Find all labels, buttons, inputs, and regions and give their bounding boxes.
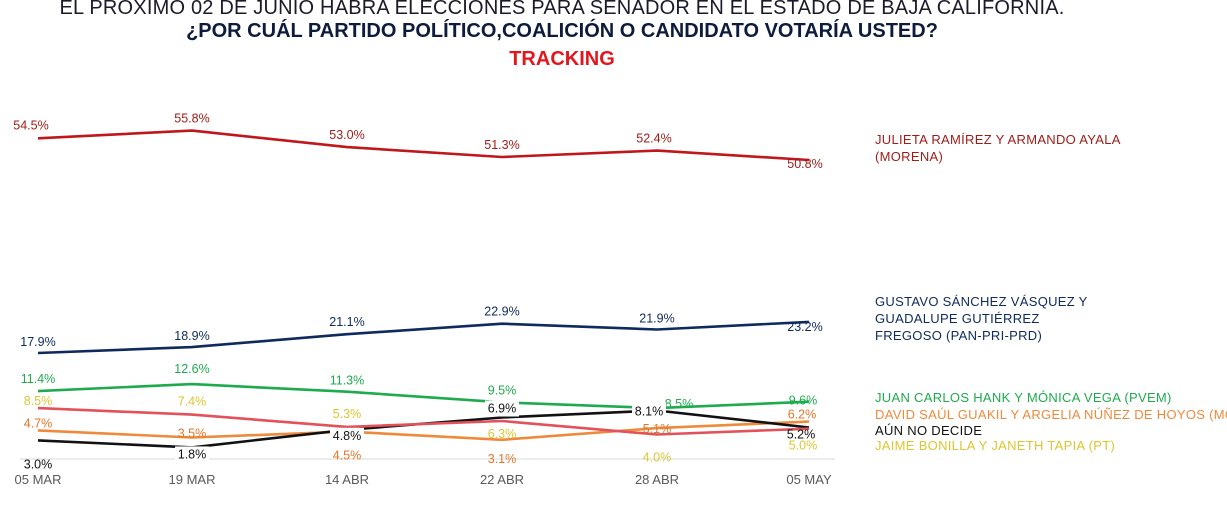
series-line-5: [37, 406, 810, 436]
x-tick-label: 28 ABR: [635, 472, 679, 487]
data-label: 9.5%: [488, 383, 517, 397]
data-label: 8.5%: [665, 397, 694, 411]
data-label: 22.9%: [484, 305, 519, 319]
data-label: 5.1%: [643, 422, 672, 436]
x-tick-label: 05 MAR: [15, 472, 62, 487]
legend-entry: JAIME BONILLA Y JANETH TAPIA (PT): [875, 437, 1115, 454]
legend-label: JULIETA RAMÍREZ Y ARMANDO AYALA: [875, 132, 1121, 147]
data-label: 55.8%: [174, 112, 209, 126]
data-label: 54.5%: [13, 118, 48, 132]
data-label-background: [632, 403, 666, 420]
legend-label: JAIME BONILLA Y JANETH TAPIA (PT): [875, 438, 1116, 453]
data-label: 4.7%: [24, 416, 53, 430]
data-label: 5.2%: [787, 427, 816, 441]
data-label-background: [485, 400, 519, 417]
data-label: 17.9%: [20, 335, 55, 349]
data-label: 53.0%: [329, 128, 364, 142]
data-label: 52.4%: [636, 132, 671, 146]
legend-label: GUSTAVO SÁNCHEZ VÁSQUEZ Y: [875, 294, 1088, 309]
series-line-3: [37, 420, 810, 442]
data-label: 1.8%: [178, 447, 207, 461]
series-line-0: [37, 129, 810, 162]
data-label: 9.6%: [789, 394, 818, 408]
x-tick-label: 19 MAR: [169, 472, 216, 487]
chart-title-question: EL PROXIMO 02 DE JUNIO HABRA ELECCIONES …: [59, 0, 1065, 19]
chart-subtitle-question: ¿POR CUÁL PARTIDO POLÍTICO,COALICIÓN O C…: [186, 20, 938, 42]
data-label: 3.1%: [488, 452, 517, 466]
legend-entry: DAVID SAÚL GUAKIL Y ARGELIA NÚÑEZ DE HOY…: [875, 406, 1227, 423]
data-label: 5.0%: [789, 439, 818, 453]
series-line-2: [37, 382, 810, 410]
data-label: 51.3%: [484, 138, 519, 152]
data-label: 4.8%: [333, 429, 362, 443]
legend-label: (MORENA): [875, 149, 944, 164]
data-label: 18.9%: [174, 329, 209, 343]
legend-label: DAVID SAÚL GUAKIL Y ARGELIA NÚÑEZ DE HOY…: [875, 407, 1227, 422]
data-label: 3.0%: [24, 457, 53, 471]
chart-title-tracking: TRACKING: [509, 48, 615, 70]
legend-entry: JUAN CARLOS HANK Y MÓNICA VEGA (PVEM): [875, 389, 1172, 406]
x-tick-label: 14 ABR: [325, 472, 369, 487]
series-line-4: [37, 409, 810, 449]
x-tick-label: 22 ABR: [480, 472, 524, 487]
data-label: 8.5%: [24, 394, 53, 408]
data-label: 12.6%: [174, 362, 209, 376]
data-label: 21.9%: [639, 312, 674, 326]
legend-entry: AÚN NO DECIDE: [875, 422, 982, 439]
data-label: 5.3%: [333, 407, 362, 421]
legend-label: FREGOSO (PAN-PRI-PRD): [875, 328, 1043, 343]
data-label: 11.3%: [330, 374, 365, 388]
series-line-1: [37, 320, 810, 355]
data-label-background: [175, 446, 209, 463]
data-label: 6.2%: [788, 408, 817, 422]
data-label: 8.1%: [635, 404, 664, 418]
data-label: 23.2%: [787, 320, 822, 334]
data-label: 3.5%: [178, 426, 207, 440]
data-label: 50.8%: [787, 157, 822, 171]
data-label: 11.4%: [21, 372, 56, 386]
data-label: 7.4%: [178, 395, 207, 409]
data-label-background: [330, 427, 364, 444]
data-label: 6.3%: [488, 427, 517, 441]
data-label: 6.9%: [488, 402, 517, 416]
legend-entry: GUSTAVO SÁNCHEZ VÁSQUEZ Y GUADALUPE GUTIÉ…: [875, 293, 1088, 344]
data-label: 4.5%: [333, 449, 362, 463]
legend-label: AÚN NO DECIDE: [875, 423, 983, 438]
legend-entry: JULIETA RAMÍREZ Y ARMANDO AYALA (MORENA): [875, 131, 1121, 165]
x-tick-label: 05 MAY: [786, 472, 832, 487]
data-label: 4.0%: [643, 451, 672, 465]
data-label: 21.1%: [329, 315, 364, 329]
legend-label: GUADALUPE GUTIÉRREZ: [875, 311, 1040, 326]
legend-label: JUAN CARLOS HANK Y MÓNICA VEGA (PVEM): [875, 390, 1172, 405]
